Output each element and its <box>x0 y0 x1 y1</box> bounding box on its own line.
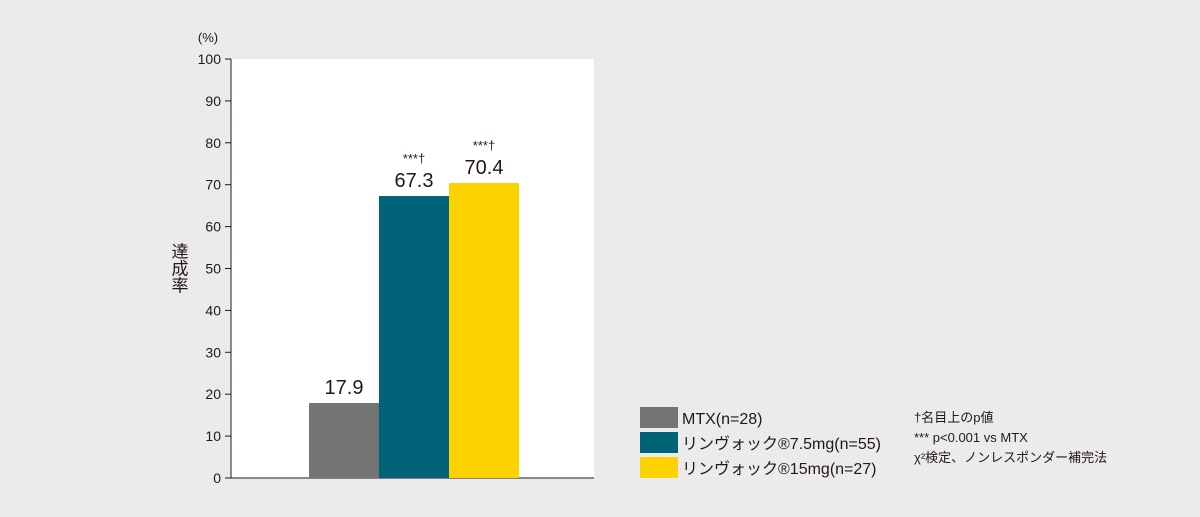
footnotes: †名目上のp値 *** p<0.001 vs MTX χ²検定、ノンレスポンダー補完… <box>914 410 1107 465</box>
footnote: χ²検定、ノンレスポンダー補完法 <box>914 450 1107 465</box>
bar <box>379 196 449 478</box>
significance-label: ***† <box>403 151 425 166</box>
y-tick-label: 100 <box>198 51 222 67</box>
bar-value-label: 17.9 <box>325 377 364 399</box>
y-tick-label: 50 <box>205 261 221 277</box>
footnote: *** p<0.001 vs MTX <box>914 430 1028 445</box>
bar-value-label: 70.4 <box>465 157 504 179</box>
y-tick-label: 10 <box>205 428 221 444</box>
y-ticks: 0 10 20 30 40 50 60 70 80 90 100 <box>198 51 231 486</box>
bar-value-label: 67.3 <box>395 170 434 192</box>
legend-label: リンヴォック®15mg(n=27) <box>682 460 877 478</box>
y-tick-label: 20 <box>205 386 221 402</box>
y-tick-label: 70 <box>205 177 221 193</box>
y-axis-title: 達成率 <box>169 242 189 293</box>
significance-label: ***† <box>473 138 495 153</box>
y-tick-label: 80 <box>205 135 221 151</box>
y-tick-label: 90 <box>205 93 221 109</box>
y-tick-label: 60 <box>205 219 221 235</box>
y-tick-label: 30 <box>205 344 221 360</box>
bars: 17.9 67.3 ***† 70.4 ***† <box>309 138 519 479</box>
bar <box>449 183 519 479</box>
legend-label: リンヴォック®7.5mg(n=55) <box>682 435 881 453</box>
legend-swatch <box>640 432 678 453</box>
footnote: †名目上のp値 <box>914 410 993 425</box>
legend-label: MTX(n=28) <box>682 411 762 428</box>
bar <box>309 402 379 478</box>
y-unit-label: (%) <box>198 30 218 45</box>
y-tick-label: 0 <box>213 470 221 486</box>
legend-swatch <box>640 407 678 428</box>
legend-swatch <box>640 457 678 478</box>
legend: MTX(n=28) リンヴォック®7.5mg(n=55) リンヴォック®15mg(n… <box>640 407 881 478</box>
y-tick-label: 40 <box>205 302 221 318</box>
